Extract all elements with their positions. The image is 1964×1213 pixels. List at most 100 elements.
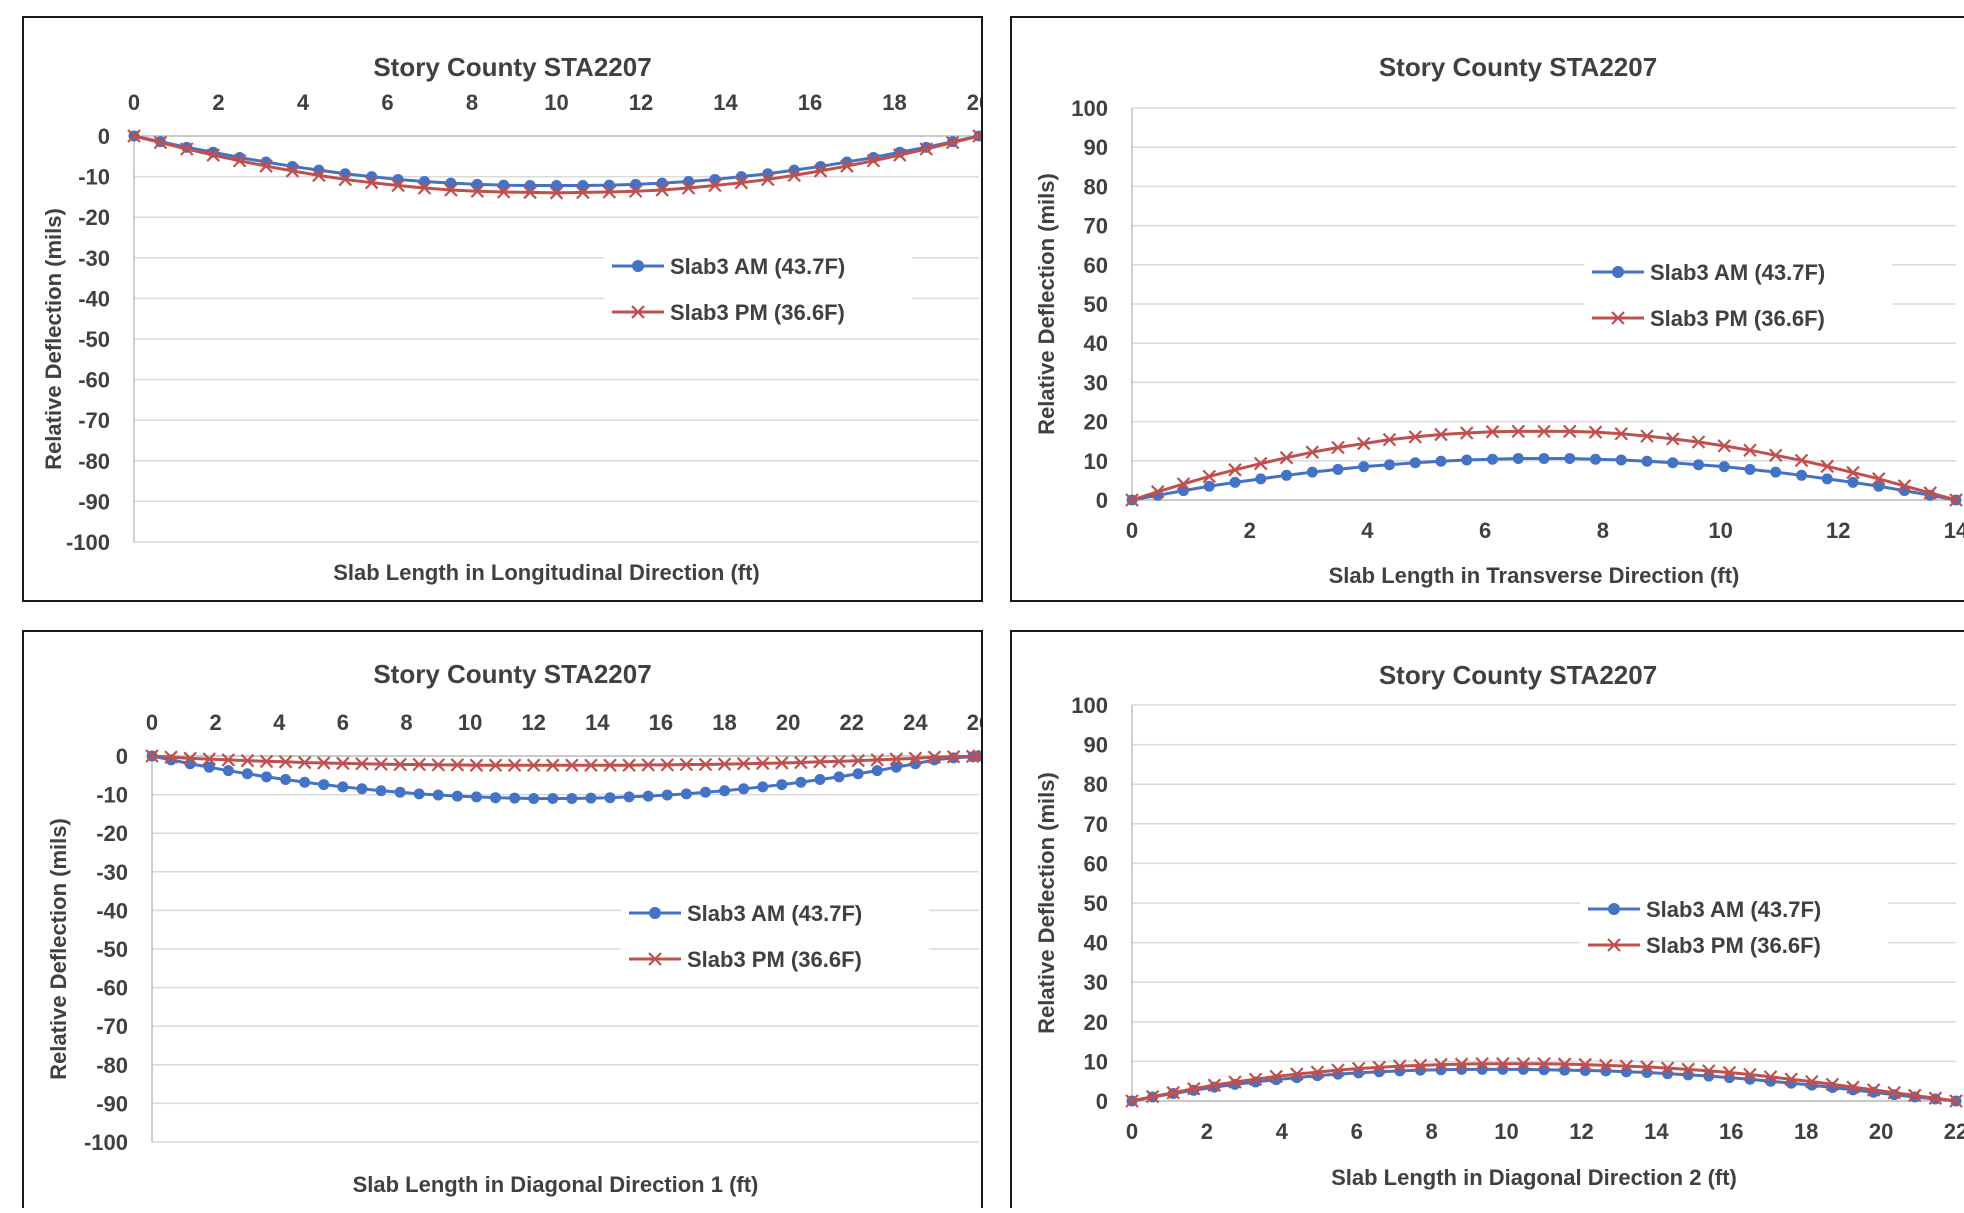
y-tick-label: 0: [1096, 488, 1108, 513]
data-point-pm: [417, 181, 432, 195]
data-point-pm: [1187, 1081, 1201, 1096]
data-point-pm: [526, 758, 541, 773]
data-point-pm: [1846, 465, 1860, 480]
data-point-pm: [1475, 1056, 1489, 1071]
y-tick-label: -70: [96, 1014, 128, 1039]
data-point-am: [1718, 461, 1730, 473]
chart-title: Story County STA2207: [373, 659, 651, 689]
data-point-am: [318, 779, 330, 791]
x-tick-label: 10: [1708, 518, 1732, 543]
x-tick-label: 10: [1494, 1119, 1518, 1144]
data-point-pm: [919, 142, 933, 156]
data-point-pm: [1485, 425, 1500, 439]
data-point-pm: [316, 756, 331, 770]
x-tick-label: 4: [1276, 1119, 1289, 1144]
data-point-pm: [507, 758, 522, 773]
legend-marker-circle: [649, 907, 661, 919]
data-point-am: [719, 785, 731, 797]
data-point-am: [1620, 1066, 1632, 1078]
data-point-pm: [734, 175, 749, 190]
y-tick-label: 60: [1084, 253, 1108, 278]
legend-label: Slab3 PM (36.6F): [1646, 933, 1821, 958]
x-axis-title: Slab Length in Diagonal Direction 2 (ft): [1331, 1165, 1737, 1190]
data-point-am: [1538, 1064, 1550, 1076]
data-point-pm: [655, 183, 669, 197]
data-point-am: [1667, 457, 1679, 469]
x-tick-label: 10: [458, 710, 482, 735]
data-point-am: [375, 785, 387, 797]
data-point-pm: [603, 758, 617, 773]
data-point-pm: [1202, 469, 1217, 484]
legend-label: Slab3 AM (43.7F): [670, 254, 845, 279]
data-point-pm: [259, 159, 273, 173]
y-tick-label: 10: [1084, 1049, 1108, 1074]
data-point-am: [735, 171, 747, 183]
data-point-am: [1229, 476, 1241, 488]
x-tick-label: 6: [381, 90, 393, 115]
data-point-pm: [393, 757, 407, 772]
data-point-am: [871, 765, 883, 777]
data-point-pm: [259, 754, 274, 769]
data-point-am: [490, 792, 502, 804]
data-point-am: [203, 761, 215, 773]
data-point-pm: [602, 185, 617, 199]
data-point-pm: [164, 750, 178, 764]
data-point-pm: [908, 751, 923, 766]
series-line: [1131, 429, 1957, 502]
y-tick-label: -50: [78, 327, 110, 352]
data-point-pm: [374, 757, 388, 771]
y-tick-label: -70: [78, 408, 110, 433]
data-point-pm: [1166, 1085, 1180, 1100]
data-point-am: [1538, 452, 1550, 464]
data-point-am: [680, 788, 692, 800]
data-point-pm: [1691, 435, 1706, 449]
data-point-pm: [470, 184, 485, 198]
data-point-pm: [1372, 1060, 1386, 1075]
data-point-pm: [355, 756, 369, 771]
data-point-pm: [1290, 1067, 1304, 1081]
x-tick-label: 26: [967, 710, 981, 735]
data-point-am: [1332, 463, 1344, 475]
data-point-am: [509, 792, 521, 804]
data-point-pm: [221, 753, 236, 767]
data-point-pm: [1305, 445, 1320, 459]
x-tick-label: 24: [903, 710, 928, 735]
data-point-pm: [628, 184, 643, 198]
data-point-am: [738, 783, 750, 795]
data-point-pm: [1702, 1064, 1716, 1078]
x-tick-label: 2: [212, 90, 224, 115]
data-point-am: [585, 792, 597, 804]
y-tick-label: 70: [1084, 812, 1108, 837]
data-point-pm: [450, 758, 465, 772]
chart-title: Story County STA2207: [373, 52, 651, 82]
data-point-pm: [1717, 439, 1732, 453]
data-point-am: [280, 774, 292, 786]
data-point-pm: [893, 148, 907, 162]
y-tick-label: -30: [78, 246, 110, 271]
data-point-pm: [1897, 479, 1912, 493]
data-point-pm: [1459, 426, 1474, 440]
y-axis-title: Relative Deflection (mils): [1034, 173, 1059, 435]
chart-title: Story County STA2207: [1379, 660, 1657, 690]
data-point-pm: [1207, 1078, 1222, 1092]
data-point-am: [1306, 466, 1318, 478]
y-tick-label: -10: [78, 165, 110, 190]
chart-diagonal-1: Story County STA2207-100-90-80-70-60-50-…: [46, 659, 991, 1197]
data-point-pm: [565, 758, 579, 773]
data-point-am: [1255, 473, 1267, 485]
x-tick-label: 20: [967, 90, 981, 115]
data-point-pm: [1722, 1065, 1737, 1080]
data-point-pm: [1496, 1056, 1510, 1071]
x-tick-label: 18: [882, 90, 906, 115]
data-point-am: [814, 774, 826, 786]
data-point-pm: [1150, 484, 1165, 499]
x-tick-label: 14: [585, 710, 610, 735]
data-point-pm: [1356, 436, 1371, 451]
data-point-pm: [641, 758, 655, 772]
data-point-pm: [840, 159, 854, 173]
x-tick-label: 22: [1944, 1119, 1964, 1144]
data-point-am: [1203, 480, 1215, 492]
data-point-pm: [412, 757, 426, 772]
x-tick-label: 14: [713, 90, 738, 115]
y-tick-label: -50: [96, 937, 128, 962]
